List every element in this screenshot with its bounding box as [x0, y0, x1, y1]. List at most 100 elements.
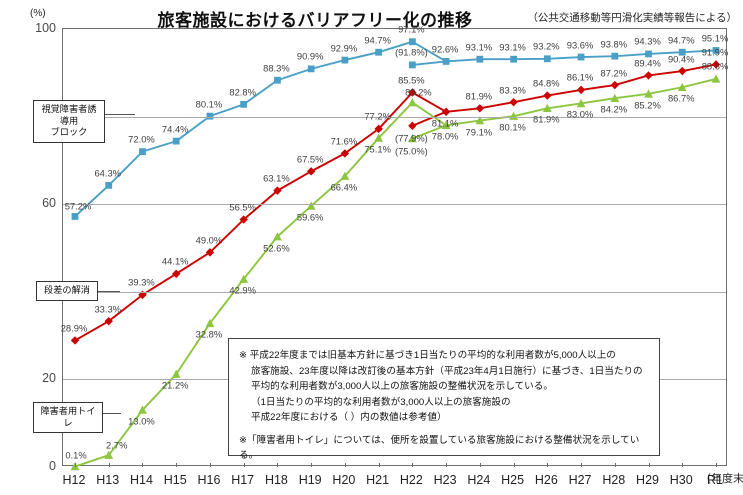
data-point-marker: [475, 116, 485, 125]
data-point-marker: [509, 111, 518, 120]
data-point-label: 85.2%: [634, 99, 661, 111]
data-point-label: 93.1%: [499, 41, 526, 53]
data-point-marker: [576, 99, 586, 108]
data-point-label: 74.4%: [161, 123, 189, 135]
data-point-label: 93.2%: [533, 40, 560, 52]
gridline: [63, 204, 726, 206]
data-point-marker: [678, 48, 686, 56]
legend-label-accessible-toilet: 障害者用トイレ: [33, 402, 103, 433]
footnote-line-1: ※ 平成22年度までは旧基本方針に基づき1日当たりの平均的な利用者数が5,000…: [239, 350, 616, 361]
data-point-marker: [510, 55, 517, 63]
data-point-marker: [139, 148, 146, 156]
legend-label-tactile-blocks: 視覚障害者誘導用 ブロック: [33, 100, 105, 143]
x-axis-tick-label: R1: [707, 473, 723, 487]
data-point-marker: [407, 134, 417, 143]
y-axis-tick-label: 20: [42, 371, 56, 386]
data-point-label: 89.4%: [634, 57, 661, 69]
data-point-marker: [239, 274, 249, 283]
x-axis-tick: [412, 463, 414, 467]
x-axis-tick-label: H20: [332, 473, 356, 487]
data-point-label: 83.0%: [566, 108, 594, 120]
data-point-label: 93.1%: [465, 41, 493, 53]
data-point-label: 56.5%: [229, 201, 256, 213]
data-point-label: 88.3%: [263, 62, 290, 74]
footnote-line-5: 平成22年度における（ ）内の数値は参考値）: [251, 412, 447, 424]
x-axis-tick-label: H25: [501, 473, 525, 487]
data-point-marker: [441, 120, 451, 130]
data-point-marker: [475, 104, 485, 113]
data-point-marker: [240, 100, 248, 108]
data-point-marker: [104, 450, 114, 459]
data-point-label: 92.6%: [431, 43, 459, 55]
data-point-label: 72.0%: [128, 133, 155, 145]
data-point-marker: [172, 269, 181, 279]
data-point-label: 57.2%: [64, 200, 92, 212]
x-axis-tick: [277, 463, 279, 467]
data-point-marker: [577, 53, 585, 61]
data-point-marker: [104, 316, 113, 326]
data-point-label: 44.1%: [161, 255, 189, 267]
x-axis-tick: [378, 463, 380, 467]
data-point-marker: [442, 58, 450, 65]
data-point-label: 86.7%: [667, 92, 695, 104]
data-point-label: 80.1%: [499, 121, 526, 133]
x-axis-tick: [614, 463, 616, 467]
x-axis-tick: [648, 463, 650, 467]
x-axis-tick: [176, 463, 178, 467]
y-axis-tick-label: 60: [42, 196, 56, 211]
x-axis-tick-label: H15: [163, 473, 187, 487]
x-axis-tick: [75, 463, 76, 467]
data-point-label: 85.5%: [398, 74, 425, 85]
data-point-marker: [610, 80, 619, 90]
x-axis-tick-label: H17: [231, 473, 255, 487]
data-point-label: 90.4%: [667, 53, 695, 65]
x-axis-tick-label: H23: [433, 473, 457, 487]
data-point-label: 49.0%: [195, 234, 223, 246]
data-point-marker: [375, 48, 383, 56]
data-point-label: 78.0%: [431, 130, 459, 142]
footnote-line-6: ※「障害者用トイレ」については、便所を設置している旅客施設における整備状況を示し…: [239, 434, 640, 462]
source-note: （公共交通移動等円滑化実績等報告による）: [527, 12, 737, 24]
data-point-reference-label: (77.9%): [394, 132, 428, 144]
data-point-marker: [239, 215, 248, 224]
data-point-label: 95.1%: [701, 32, 729, 44]
x-axis-tick-label: H28: [602, 473, 626, 487]
data-point-label: 83.3%: [499, 84, 526, 96]
x-axis-tick-label: H30: [669, 473, 693, 487]
data-point-label: 84.8%: [533, 77, 560, 89]
legend-blue-line2: ブロック: [50, 127, 88, 137]
data-point-label: 64.3%: [94, 167, 122, 179]
data-point-marker: [273, 232, 282, 241]
data-point-marker: [476, 55, 484, 63]
data-point-label: 32.8%: [195, 328, 223, 340]
gridline: [63, 291, 726, 293]
x-axis-tick: [682, 463, 684, 467]
data-point-label: 91.9%: [701, 46, 729, 58]
series-reference-segment: [412, 124, 447, 140]
x-axis-tick-label: H27: [568, 473, 592, 487]
y-axis-tick-label: 100: [35, 21, 56, 35]
data-point-marker: [171, 369, 181, 378]
data-point-label: 77.2%: [364, 110, 391, 122]
data-point-label: 94.7%: [364, 34, 391, 46]
x-axis-tick-label: H29: [636, 473, 659, 487]
data-point-marker: [408, 61, 416, 69]
data-point-label: 80.1%: [195, 98, 223, 110]
data-point-marker: [576, 85, 586, 95]
y-axis-unit-label: (%): [30, 8, 46, 19]
data-point-marker: [711, 60, 721, 69]
legend-leader-line: [103, 413, 121, 414]
x-axis-tick: [311, 463, 313, 467]
x-axis-tick: [446, 463, 448, 467]
x-axis-tick: [209, 463, 211, 467]
data-point-label: 81.1%: [431, 117, 459, 129]
data-point-marker: [611, 52, 619, 60]
series-line: [74, 78, 717, 468]
data-point-label: 87.2%: [600, 67, 628, 79]
data-point-label: 63.1%: [263, 172, 290, 184]
x-axis-tick: [513, 463, 515, 467]
data-point-marker: [543, 91, 552, 100]
footnote-box: ※ 平成22年度までは旧基本方針に基づき1日当たりの平均的な利用者数が5,000…: [228, 338, 660, 461]
x-axis-tick: [479, 463, 481, 467]
